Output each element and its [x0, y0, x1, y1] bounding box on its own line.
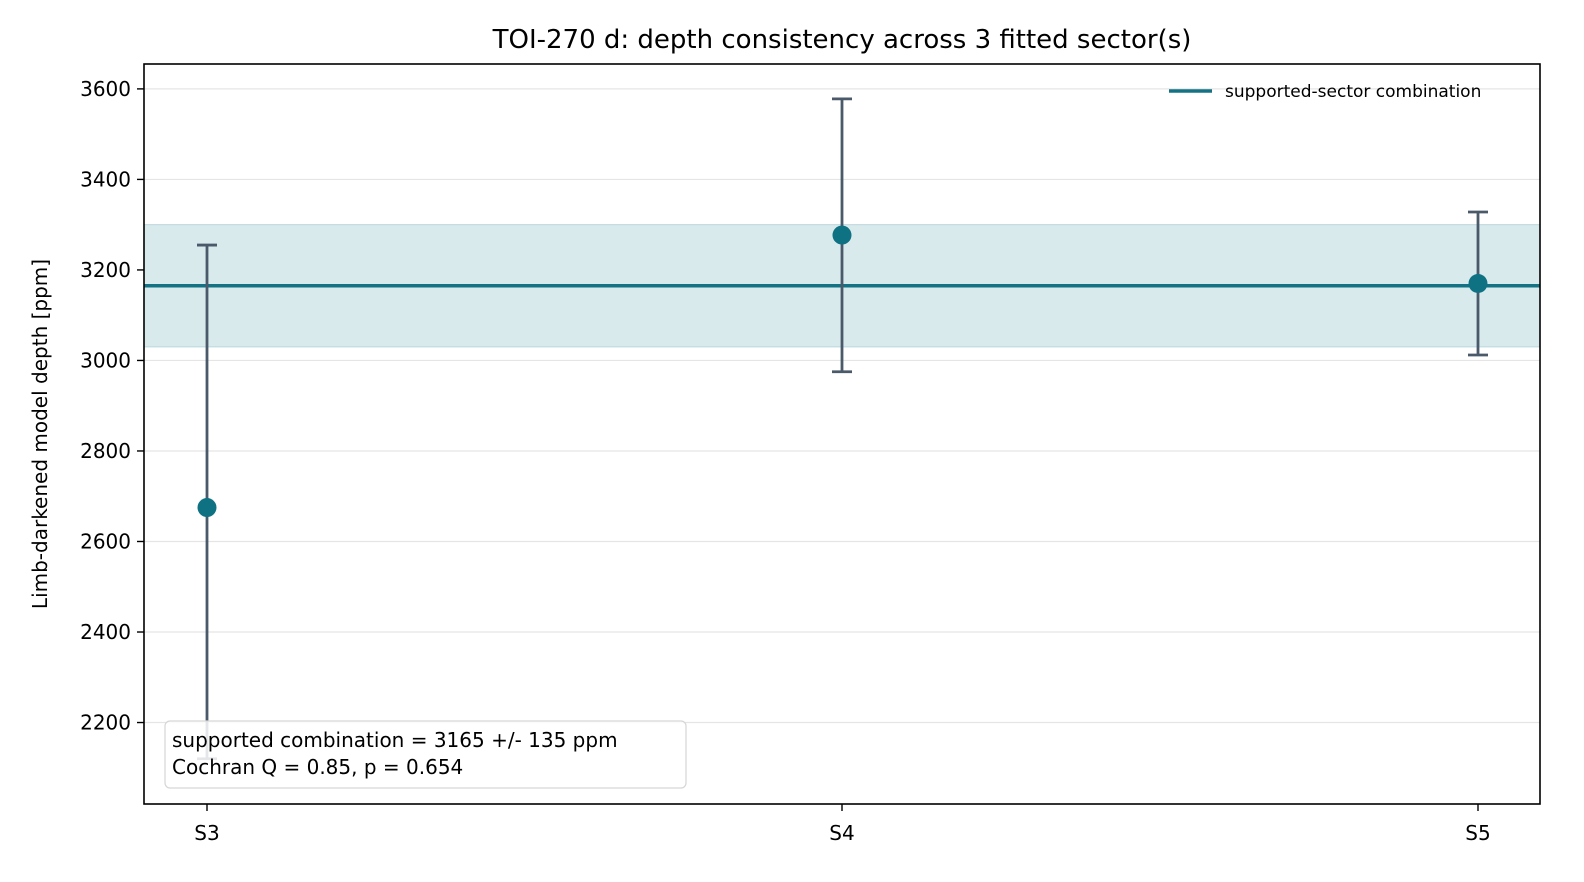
annotation-line-cochran: Cochran Q = 0.85, p = 0.654 — [172, 755, 463, 779]
y-tick-label-3600: 3600 — [80, 77, 131, 101]
data-point-S3 — [197, 498, 217, 518]
y-tick-label-3200: 3200 — [80, 258, 131, 282]
axis-ticks: 2200 2400 2600 2800 3000 3200 3400 3600 S3 S4 S5 — [80, 77, 1491, 845]
chart-title: TOI-270 d: depth consistency across 3 fi… — [492, 25, 1192, 55]
y-tick-label-2600: 2600 — [80, 529, 131, 553]
y-tick-label-2200: 2200 — [80, 711, 131, 735]
annotation-box: supported combination = 3165 +/- 135 ppm… — [164, 720, 687, 789]
y-tick-label-2400: 2400 — [80, 620, 131, 644]
x-tick-label-S4: S4 — [829, 821, 854, 845]
y-axis-label: Limb-darkened model depth [ppm] — [28, 259, 52, 609]
legend: supported-sector combination — [1169, 82, 1481, 102]
x-tick-label-S5: S5 — [1465, 821, 1490, 845]
annotation-frame — [164, 720, 687, 789]
y-tick-label-2800: 2800 — [80, 439, 131, 463]
y-tick-label-3400: 3400 — [80, 167, 131, 191]
annotation-line-combination: supported combination = 3165 +/- 135 ppm — [172, 728, 618, 752]
data-series — [197, 97, 1488, 761]
x-tick-label-S3: S3 — [194, 821, 219, 845]
y-tick-label-3000: 3000 — [80, 348, 131, 372]
data-point-S4 — [832, 225, 852, 245]
data-point-S5 — [1468, 274, 1488, 294]
legend-label: supported-sector combination — [1225, 82, 1481, 102]
